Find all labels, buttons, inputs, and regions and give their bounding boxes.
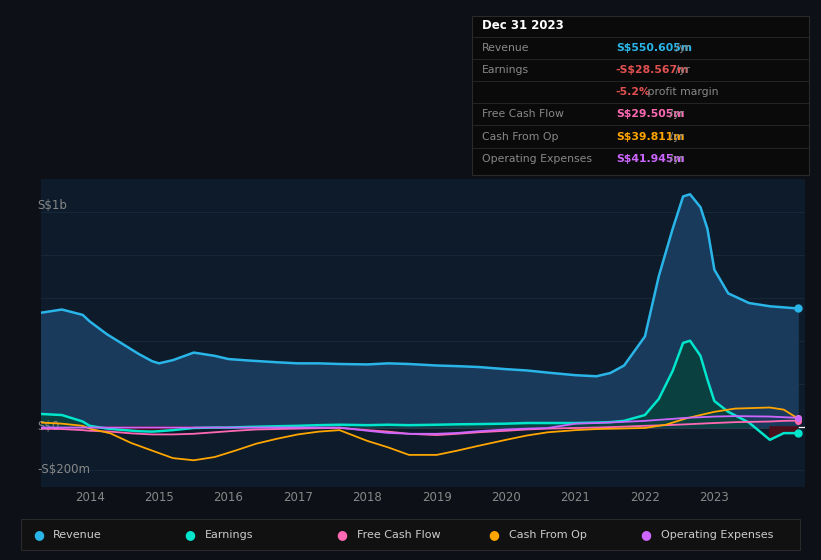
- Text: S$550.605m: S$550.605m: [616, 43, 692, 53]
- Text: S$0: S$0: [37, 421, 59, 433]
- Text: ●: ●: [185, 528, 195, 542]
- Text: Free Cash Flow: Free Cash Flow: [482, 109, 564, 119]
- Text: Revenue: Revenue: [53, 530, 102, 540]
- Text: S$29.505m: S$29.505m: [616, 109, 684, 119]
- Text: ●: ●: [488, 528, 499, 542]
- Text: Cash From Op: Cash From Op: [509, 530, 587, 540]
- Text: /yr: /yr: [672, 43, 690, 53]
- Text: S$39.811m: S$39.811m: [616, 132, 684, 142]
- Text: Revenue: Revenue: [482, 43, 530, 53]
- Text: S$1b: S$1b: [37, 198, 67, 212]
- Text: -5.2%: -5.2%: [616, 87, 651, 97]
- Text: Operating Expenses: Operating Expenses: [661, 530, 773, 540]
- Text: profit margin: profit margin: [644, 87, 718, 97]
- Text: Earnings: Earnings: [205, 530, 254, 540]
- Text: Cash From Op: Cash From Op: [482, 132, 558, 142]
- Text: S$41.945m: S$41.945m: [616, 153, 685, 164]
- Text: /yr: /yr: [672, 65, 690, 75]
- Text: -S$28.567m: -S$28.567m: [616, 65, 689, 75]
- Text: Operating Expenses: Operating Expenses: [482, 153, 592, 164]
- Text: Earnings: Earnings: [482, 65, 529, 75]
- Text: /yr: /yr: [666, 153, 684, 164]
- Text: /yr: /yr: [666, 109, 684, 119]
- Text: ●: ●: [337, 528, 347, 542]
- Text: -S$200m: -S$200m: [37, 464, 90, 477]
- Text: Free Cash Flow: Free Cash Flow: [357, 530, 441, 540]
- Text: /yr: /yr: [666, 132, 684, 142]
- Text: ●: ●: [33, 528, 44, 542]
- Text: ●: ●: [640, 528, 651, 542]
- Text: Dec 31 2023: Dec 31 2023: [482, 19, 564, 32]
